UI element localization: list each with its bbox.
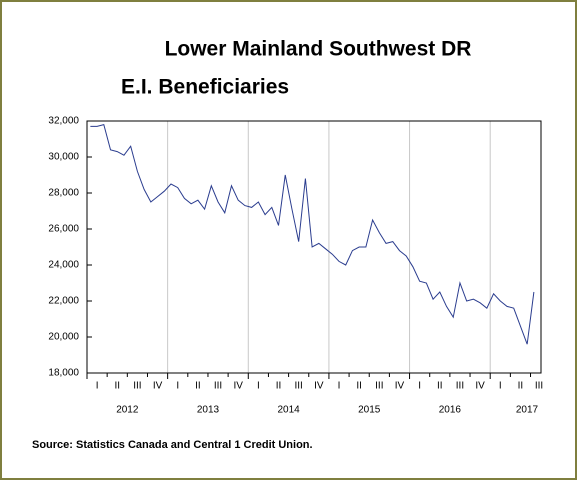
x-tick-label: II [195,381,201,392]
x-year-label: 2015 [358,405,381,416]
x-tick-label: III [133,381,141,392]
y-tick-label: 20,000 [48,332,79,343]
x-tick-label: II [114,381,120,392]
x-tick-label: I [176,381,179,392]
x-tick-label: IV [314,381,324,392]
x-tick-label: IV [153,381,163,392]
x-year-label: 2016 [439,405,462,416]
chart-title: Lower Mainland Southwest DR [165,38,472,61]
y-tick-label: 32,000 [48,116,79,127]
x-tick-label: I [338,381,341,392]
x-year-label: 2012 [116,405,139,416]
x-tick-label: II [437,381,443,392]
y-tick-label: 22,000 [48,296,79,307]
chart-title: E.I. Beneficiaries [121,76,289,99]
y-tick-label: 24,000 [48,260,79,271]
x-tick-label: III [535,381,543,392]
data-line [90,123,535,345]
source-note: Source: Statistics Canada and Central 1 … [32,439,313,451]
y-tick-label: 28,000 [48,188,79,199]
x-tick-label: II [518,381,524,392]
x-tick-label: I [96,381,99,392]
x-year-label: 2014 [277,405,300,416]
x-tick-label: III [456,381,464,392]
y-tick-label: 18,000 [48,368,79,379]
x-tick-label: IV [395,381,405,392]
x-tick-label: I [257,381,260,392]
x-tick-label: II [356,381,362,392]
x-tick-label: I [418,381,421,392]
x-tick-label: I [499,381,502,392]
y-tick-label: 26,000 [48,224,79,235]
y-tick-label: 30,000 [48,152,79,163]
x-tick-label: III [295,381,303,392]
x-tick-label: IV [233,381,243,392]
x-year-label: 2013 [197,405,220,416]
x-tick-label: II [276,381,282,392]
plot-area [86,120,542,374]
x-year-label: 2017 [516,405,539,416]
x-tick-label: III [375,381,383,392]
x-tick-label: III [214,381,222,392]
x-tick-label: IV [475,381,485,392]
